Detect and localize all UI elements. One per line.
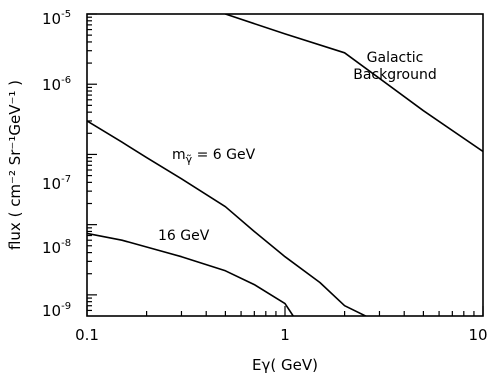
y-tick-label-1e-5: 10-5 [42,9,71,28]
x-axis-label: Eγ( GeV) [252,356,318,374]
x-tick-label-10: 10 [468,326,487,344]
y-axis-label: flux ( cm⁻² Sr⁻¹GeV⁻¹ ) [6,80,24,250]
plot-frame [86,13,484,317]
series-label-galactic-background: Galactic Background [353,50,437,83]
x-tick-label-1: 1 [280,326,290,344]
series-label-16-gev: 16 GeV [158,228,210,244]
y-tick-label-1e-6: 10-6 [42,75,71,94]
axis-ticks [86,13,484,316]
y-tick-labels: 10-9 10-8 10-7 10-6 10-5 [42,9,71,320]
series-line-galactic-background [224,14,483,153]
series-line-16-gev [87,232,295,316]
x-tick-label-0.1: 0.1 [75,326,99,344]
y-tick-label-1e-9: 10-9 [42,301,71,320]
y-tick-label-1e-7: 10-7 [42,174,71,193]
y-tick-label-1e-8: 10-8 [42,238,71,257]
x-tick-labels: 0.1 1 10 [75,326,487,344]
curves [87,14,483,316]
series-line-6-gev [87,120,368,316]
series-label-6-gev: mγ̃ = 6 GeV [172,147,256,166]
